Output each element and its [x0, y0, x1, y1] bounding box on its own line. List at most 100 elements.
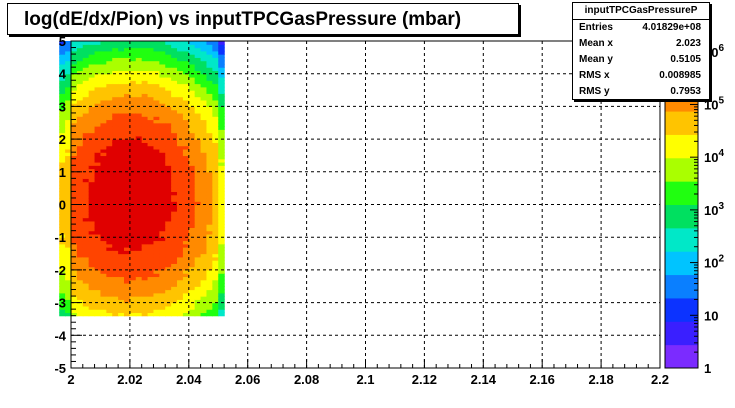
heatmap-cell	[194, 145, 202, 150]
heatmap-cell	[159, 50, 166, 55]
heatmap-cell	[118, 80, 125, 85]
heatmap-cell	[182, 175, 190, 179]
heatmap-cell	[177, 73, 184, 78]
heatmap-cell	[212, 296, 219, 300]
heatmap-cell	[118, 99, 125, 104]
heatmap-cell	[206, 106, 213, 111]
heatmap-cell	[82, 233, 90, 238]
heatmap-cell	[76, 263, 84, 268]
heatmap-cell	[65, 250, 72, 255]
heatmap-cell	[206, 263, 213, 268]
heatmap-cell	[135, 269, 143, 274]
heatmap-cell	[159, 191, 166, 196]
heatmap-cell	[147, 260, 155, 264]
heatmap-cell	[212, 253, 219, 258]
heatmap-cell	[212, 63, 219, 68]
heatmap-cell	[212, 220, 219, 225]
heatmap-cell	[153, 289, 160, 294]
heatmap-cell	[59, 250, 66, 255]
heatmap-cell	[177, 63, 184, 68]
heatmap-cell	[88, 184, 96, 189]
heatmap-cell	[194, 256, 202, 261]
heatmap-cell	[194, 129, 202, 134]
heatmap-cell	[159, 188, 166, 193]
heatmap-cell	[159, 263, 166, 268]
heatmap-cell	[112, 250, 119, 255]
heatmap-cell	[106, 309, 113, 314]
heatmap-cell	[129, 302, 137, 307]
heatmap-cell	[94, 99, 102, 104]
heatmap-cell	[171, 299, 178, 304]
heatmap-cell	[112, 44, 119, 49]
heatmap-cell	[118, 155, 125, 160]
heatmap-cell	[112, 233, 119, 238]
heatmap-cell	[141, 165, 149, 170]
heatmap-cell	[171, 237, 178, 242]
heatmap-cell	[206, 119, 213, 124]
heatmap-cell	[200, 106, 208, 111]
heatmap-cell	[212, 266, 219, 271]
heatmap-cell	[165, 90, 172, 94]
heatmap-cell	[212, 155, 219, 160]
heatmap-cell	[218, 184, 225, 189]
heatmap-cell	[112, 161, 119, 166]
heatmap-cell	[141, 237, 149, 242]
heatmap-cell	[171, 106, 178, 111]
heatmap-cell	[182, 184, 190, 189]
heatmap-cell	[112, 80, 119, 85]
heatmap-cell	[159, 73, 166, 78]
heatmap-cell	[200, 93, 208, 98]
heatmap-cell	[71, 253, 78, 258]
heatmap-cell	[82, 299, 90, 304]
heatmap-cell	[165, 266, 172, 271]
heatmap-cell	[171, 54, 178, 58]
heatmap-cell	[88, 178, 96, 183]
heatmap-cell	[147, 204, 155, 209]
heatmap-cell	[135, 99, 143, 104]
heatmap-cell	[200, 50, 208, 55]
heatmap-cell	[71, 188, 78, 193]
heatmap-cell	[188, 116, 196, 121]
heatmap-cell	[212, 148, 219, 153]
y-tick-label: 1	[59, 165, 66, 180]
heatmap-cell	[129, 106, 137, 111]
heatmap-cell	[206, 296, 213, 300]
heatmap-cell	[124, 266, 131, 271]
heatmap-cell	[124, 90, 131, 94]
heatmap-cell	[82, 83, 90, 88]
heatmap-cell	[212, 197, 219, 202]
heatmap-cell	[100, 207, 107, 212]
heatmap-cell	[159, 83, 166, 88]
heatmap-cell	[218, 230, 225, 235]
heatmap-cell	[218, 207, 225, 212]
heatmap-cell	[94, 302, 102, 307]
heatmap-cell	[124, 178, 131, 183]
heatmap-cell	[124, 191, 131, 196]
heatmap-cell	[159, 161, 166, 166]
heatmap-cell	[88, 93, 96, 98]
heatmap-cell	[200, 171, 208, 176]
heatmap-cell	[177, 276, 184, 281]
heatmap-cell	[188, 309, 196, 314]
heatmap-cell	[135, 253, 143, 258]
heatmap-cell	[200, 217, 208, 222]
heatmap-cell	[135, 76, 143, 81]
heatmap-cell	[129, 178, 137, 183]
heatmap-cell	[65, 260, 72, 264]
heatmap-cell	[177, 155, 184, 160]
heatmap-cell	[71, 243, 78, 248]
heatmap-cell	[159, 296, 166, 300]
heatmap-cell	[129, 96, 137, 101]
heatmap-cell	[88, 168, 96, 173]
heatmap-cell	[206, 129, 213, 134]
heatmap-cell	[124, 299, 131, 304]
heatmap-cell	[118, 263, 125, 268]
heatmap-cell	[165, 247, 172, 251]
heatmap-cell	[188, 181, 196, 186]
heatmap-cell	[100, 279, 107, 284]
stats-row-mean-x: Mean x 2.023	[573, 36, 709, 52]
heatmap-cell	[129, 188, 137, 193]
heatmap-cell	[200, 109, 208, 114]
x-axis: 2 2.02 2.04 2.06 2.08 2.1 2.12 2.14 2.16 2.18 2.2	[67, 359, 669, 387]
heatmap-cell	[218, 204, 225, 209]
